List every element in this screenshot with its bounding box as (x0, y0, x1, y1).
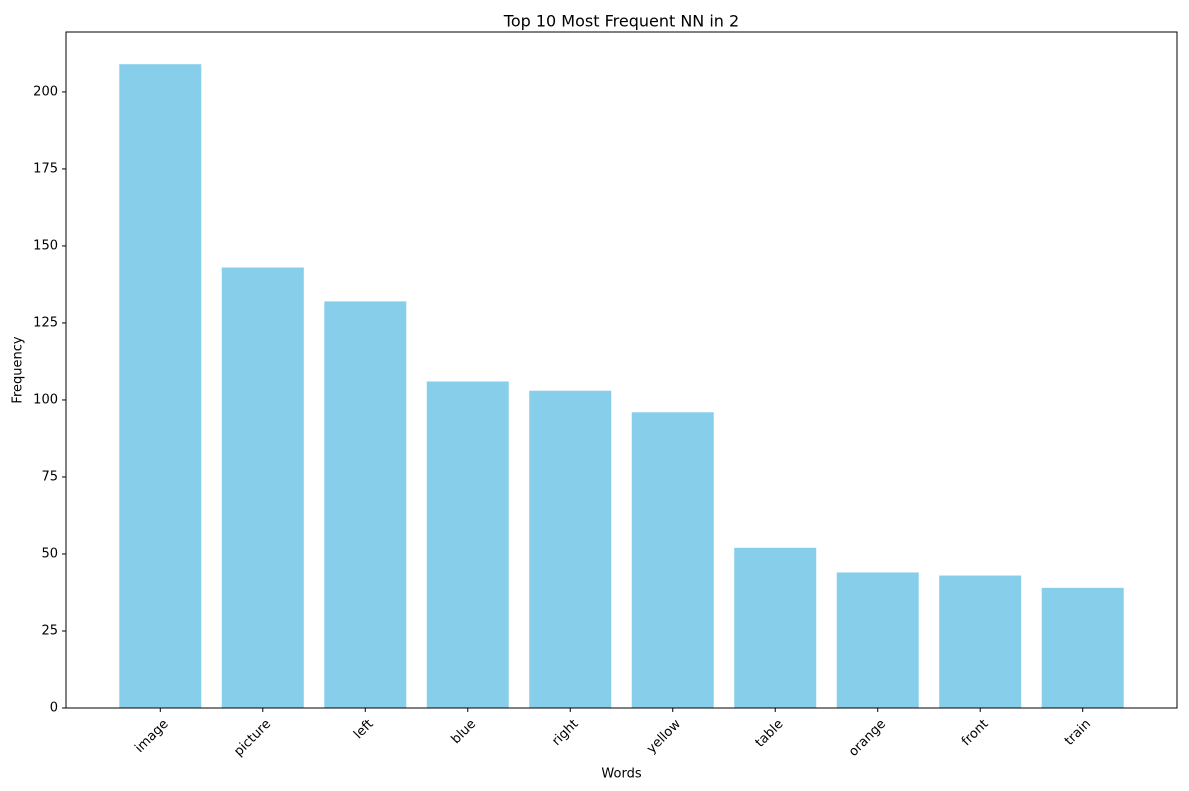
x-tick-label-front: front (959, 717, 991, 749)
y-tick-label: 25 (41, 623, 58, 638)
bars-group (119, 64, 1124, 708)
x-tick-label-yellow: yellow (644, 716, 684, 756)
bar-front (939, 575, 1022, 708)
x-tick-label-blue: blue (449, 717, 479, 747)
y-tick-label: 100 (33, 392, 58, 407)
x-tick-label-train: train (1062, 717, 1094, 749)
x-tick-label-picture: picture (231, 717, 274, 760)
chart-title: Top 10 Most Frequent NN in 2 (503, 12, 739, 31)
bar-image (119, 64, 202, 708)
bar-yellow (631, 412, 714, 708)
bar-left (324, 301, 407, 708)
x-tick-label-orange: orange (846, 717, 889, 760)
x-axis: image picture left blue right yellow table oran… (132, 708, 1094, 760)
bar-right (529, 390, 612, 708)
bar-train (1041, 587, 1124, 708)
bar-orange (836, 572, 919, 708)
y-tick-label: 50 (41, 546, 58, 561)
plot-frame (65, 31, 1178, 709)
x-tick-label-left: left (351, 717, 377, 743)
y-axis-label: Frequency (11, 336, 26, 403)
bar-picture (221, 267, 304, 708)
y-tick-label: 200 (33, 84, 58, 99)
bar-table (734, 547, 817, 708)
x-tick-label-right: right (549, 717, 581, 749)
y-tick-label: 0 (50, 701, 58, 716)
y-tick-label: 125 (33, 315, 58, 330)
y-tick-label: 175 (33, 161, 58, 176)
y-tick-label: 75 (41, 469, 58, 484)
x-axis-label: Words (601, 767, 641, 782)
x-tick-label-table: table (753, 717, 787, 751)
y-tick-label: 150 (33, 238, 58, 253)
bar-blue (426, 381, 509, 708)
y-axis: 0 25 50 75 100 125 150 175 200 (33, 84, 66, 716)
x-tick-label-image: image (132, 717, 171, 756)
